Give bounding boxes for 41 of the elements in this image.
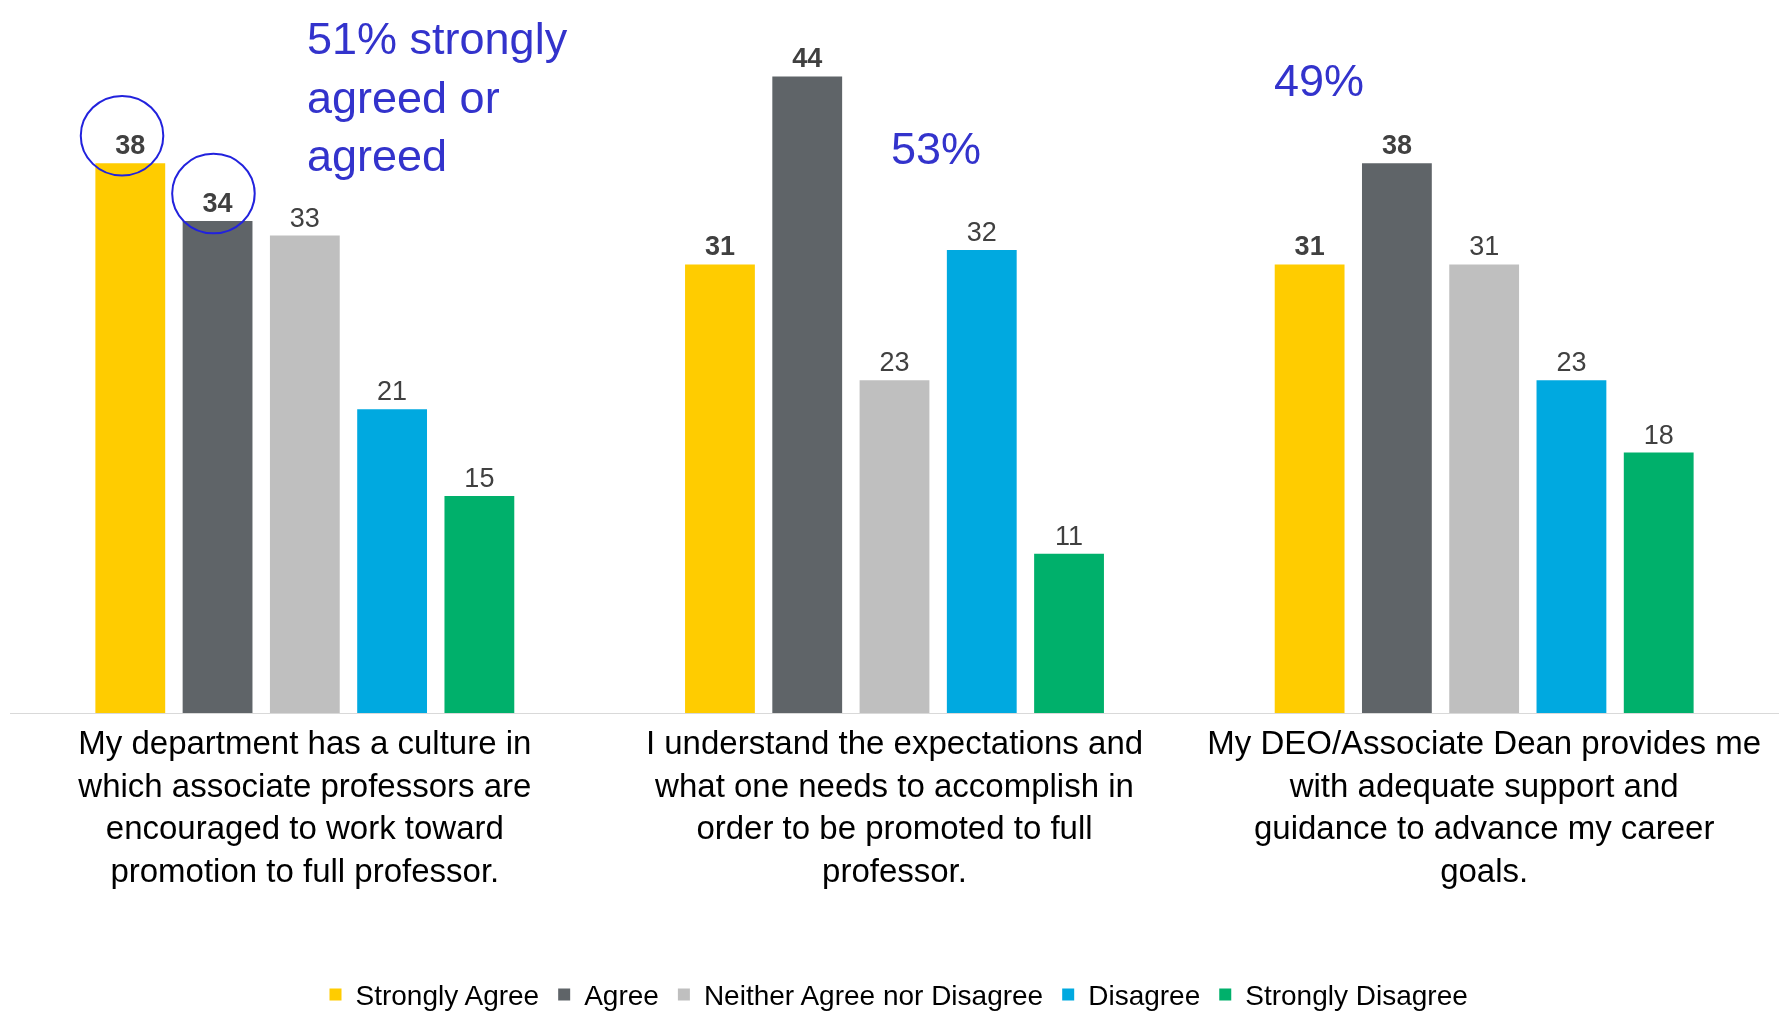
data-label: 32: [966, 217, 997, 248]
data-label: 44: [792, 43, 823, 74]
data-label: 31: [1469, 231, 1500, 262]
annotation: 51% strongly agreed or agreed: [307, 13, 568, 181]
x-tick-label: My DEO/Associate Dean provides me with adequate support and guidance to advance my career goals.: [1207, 723, 1762, 890]
bar: [1623, 452, 1694, 713]
bar: [269, 235, 340, 713]
x-tick-label: My department has a culture in which associate professors are encouraged to work toward promotion to full professor.: [77, 723, 532, 890]
data-label: 31: [1294, 231, 1325, 262]
data-label: 21: [377, 376, 408, 407]
data-label: 34: [202, 188, 233, 219]
annotation: 49%: [1274, 55, 1365, 106]
data-label: 15: [464, 462, 495, 493]
bar: [772, 76, 843, 713]
bar: [1361, 163, 1432, 713]
legend-label: Strongly Agree: [355, 980, 540, 1012]
bar: [1449, 264, 1520, 713]
legend-label: Strongly Disagree: [1245, 980, 1468, 1012]
bar: [357, 409, 428, 713]
data-label: 31: [704, 231, 735, 262]
bar: [1034, 553, 1104, 713]
data-label: 38: [1381, 130, 1412, 161]
data-label: 11: [1055, 520, 1084, 551]
legend-label: Agree: [584, 980, 659, 1012]
data-label: 23: [879, 347, 910, 378]
bar: [946, 250, 1017, 713]
annotation: 53%: [891, 123, 982, 174]
bar: [182, 221, 253, 713]
bar: [444, 495, 515, 713]
bar: [859, 380, 930, 713]
legend-label: Disagree: [1088, 980, 1201, 1012]
bar: [95, 163, 166, 713]
data-label: 23: [1556, 347, 1587, 378]
data-label: 38: [115, 130, 146, 161]
data-label: 33: [289, 202, 320, 233]
bar: [1274, 264, 1345, 713]
data-label: 18: [1643, 419, 1674, 450]
bar: [685, 264, 755, 713]
legend-label: Neither Agree nor Disagree: [703, 980, 1044, 1012]
bar: [1536, 380, 1607, 713]
x-tick-label: I understand the expectations and what one needs to accomplish in order to be promoted to full professor.: [645, 723, 1144, 890]
